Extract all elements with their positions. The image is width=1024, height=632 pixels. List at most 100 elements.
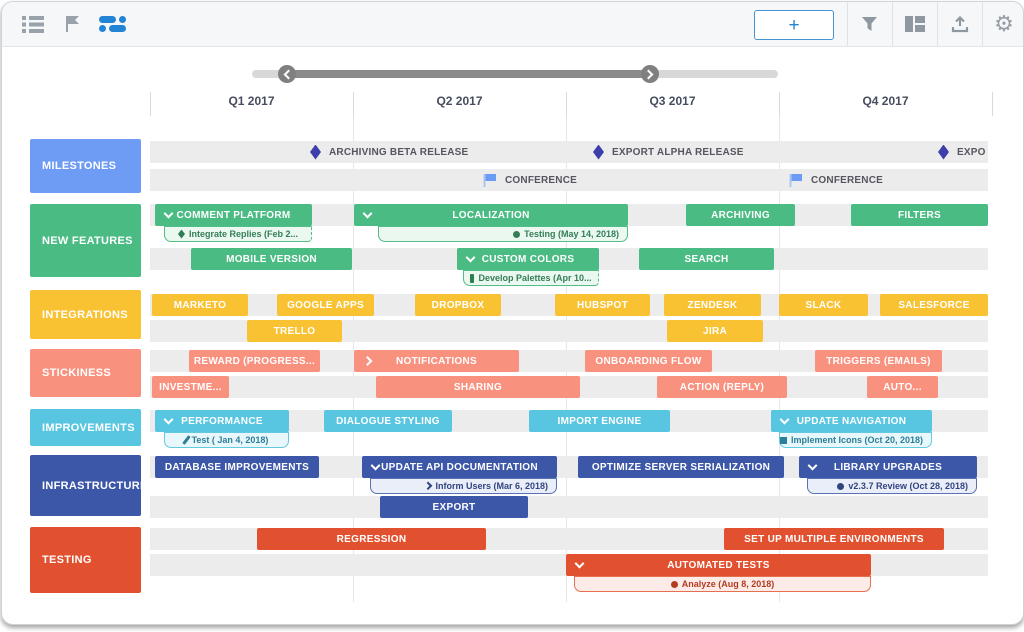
bar-action-reply[interactable]: ACTION (REPLY) <box>657 376 787 398</box>
milestone-label: EXPORT ALPHA RELEASE <box>612 146 744 158</box>
flags-view-icon[interactable] <box>58 2 88 46</box>
columns-icon <box>905 16 925 32</box>
bar-update-api-documentation[interactable]: UPDATE API DOCUMENTATION <box>362 456 557 478</box>
quarter-tick <box>566 92 567 116</box>
bar-slack[interactable]: SLACK <box>779 294 868 316</box>
bar-label: MOBILE VERSION <box>226 253 317 265</box>
bar-label: ARCHIVING <box>711 209 770 221</box>
chevron-down-icon <box>163 208 174 219</box>
bar-label: TRIGGERS (EMAILS) <box>826 355 931 367</box>
export-button[interactable] <box>942 2 978 46</box>
lane-milestones[interactable]: MILESTONES <box>30 139 141 193</box>
subbar-develop-palettes[interactable]: Develop Palettes (Apr 10... <box>463 270 599 286</box>
timeline-slider-range[interactable] <box>287 70 650 78</box>
event-conference-2[interactable]: CONFERENCE <box>788 169 883 191</box>
lane-label-text: IMPROVEMENTS <box>42 421 135 434</box>
subbar-testing[interactable]: Testing (May 14, 2018) <box>378 226 628 242</box>
bar-mobile-version[interactable]: MOBILE VERSION <box>191 248 352 270</box>
bar-export[interactable]: EXPORT <box>380 496 528 518</box>
bar-label: NOTIFICATIONS <box>396 355 477 367</box>
bar-database-improvements[interactable]: DATABASE IMPROVEMENTS <box>155 456 319 478</box>
bar-comment-platform[interactable]: COMMENT PLATFORM <box>155 204 312 226</box>
bar-label: LOCALIZATION <box>452 209 530 221</box>
bar-label: FILTERS <box>897 209 942 221</box>
lane-new-features[interactable]: NEW FEATURES <box>30 204 141 277</box>
chevron-down-icon <box>465 252 476 263</box>
bar-jira[interactable]: JIRA <box>667 320 763 342</box>
bar-investme[interactable]: INVESTME... <box>152 376 229 398</box>
milestone-export-cut[interactable]: EXPO <box>938 141 986 163</box>
bar-label: PERFORMANCE <box>181 415 263 427</box>
toolbar-divider <box>847 2 848 46</box>
quarter-label: Q4 2017 <box>862 94 909 108</box>
lane-improvements[interactable]: IMPROVEMENTS <box>30 409 141 446</box>
bar-custom-colors[interactable]: CUSTOM COLORS <box>457 248 599 270</box>
quarter-label: Q3 2017 <box>649 94 696 108</box>
subbar-analyze[interactable]: Analyze (Aug 8, 2018) <box>574 576 871 592</box>
lane-infrastructure[interactable]: INFRASTRUCTURE <box>30 455 147 516</box>
subbar-label: Implement Icons (Oct 20, 2018) <box>790 435 923 445</box>
slider-handle-left[interactable] <box>278 65 296 83</box>
bar-zendesk[interactable]: ZENDESK <box>664 294 761 316</box>
bar-triggers-emails[interactable]: TRIGGERS (EMAILS) <box>815 350 942 372</box>
bar-hubspot[interactable]: HUBSPOT <box>555 294 650 316</box>
layout-button[interactable] <box>897 2 933 46</box>
bar-label: DIALOGUE STYLING <box>336 415 440 427</box>
bar-regression[interactable]: REGRESSION <box>257 528 486 550</box>
chevron-right-icon <box>643 69 654 79</box>
bar-dialogue-styling[interactable]: DIALOGUE STYLING <box>324 410 452 432</box>
swimlane-view-icon[interactable] <box>96 2 128 46</box>
diamond-icon <box>177 229 185 239</box>
bar-salesforce[interactable]: SALESFORCE <box>880 294 988 316</box>
bar-marketo[interactable]: MARKETO <box>152 294 248 316</box>
bar-performance[interactable]: PERFORMANCE <box>155 410 289 432</box>
subbar-integrate-replies[interactable]: Integrate Replies (Feb 2... <box>164 226 312 242</box>
bar-automated-tests[interactable]: AUTOMATED TESTS <box>566 554 871 576</box>
bar-update-navigation[interactable]: UPDATE NAVIGATION <box>771 410 932 432</box>
subbar-label: Inform Users (Mar 6, 2018) <box>435 481 548 491</box>
list-view-icon[interactable] <box>18 2 48 46</box>
lane-testing[interactable]: TESTING <box>30 527 141 593</box>
milestone-archiving-beta[interactable]: ARCHIVING BETA RELEASE <box>310 141 468 163</box>
subbar-review[interactable]: v2.3.7 Review (Oct 28, 2018) <box>807 478 977 494</box>
bar-set-up-multiple-environments[interactable]: SET UP MULTIPLE ENVIRONMENTS <box>724 528 944 550</box>
bar-archiving[interactable]: ARCHIVING <box>686 204 795 226</box>
bar-auto[interactable]: AUTO... <box>867 376 938 398</box>
subbar-label: Integrate Replies (Feb 2... <box>188 229 299 239</box>
subbar-inform-users[interactable]: Inform Users (Mar 6, 2018) <box>370 478 557 494</box>
quarter-label: Q2 2017 <box>436 94 483 108</box>
bar-dropbox[interactable]: DROPBOX <box>415 294 501 316</box>
bar-label: LIBRARY UPGRADES <box>833 461 943 473</box>
lane-label-text: INTEGRATIONS <box>42 308 128 321</box>
settings-button[interactable]: ⚙ <box>986 2 1022 46</box>
subbar-implement-icons[interactable]: Implement Icons (Oct 20, 2018) <box>779 432 932 448</box>
bar-reward[interactable]: REWARD (PROGRESS... <box>189 350 320 372</box>
list-icon <box>22 15 44 33</box>
bar-notifications[interactable]: NOTIFICATIONS <box>354 350 519 372</box>
bar-trello[interactable]: TRELLO <box>247 320 342 342</box>
bar-filters[interactable]: FILTERS <box>851 204 988 226</box>
bar-sharing[interactable]: SHARING <box>376 376 580 398</box>
event-conference-1[interactable]: CONFERENCE <box>482 169 577 191</box>
bar-label: COMMENT PLATFORM <box>176 209 291 221</box>
bar-import-engine[interactable]: IMPORT ENGINE <box>529 410 670 432</box>
add-item-button[interactable]: + <box>754 10 834 40</box>
chevron-left-icon <box>283 69 294 79</box>
pencil-icon <box>181 435 191 445</box>
subbar-test[interactable]: Test ( Jan 4, 2018) <box>164 432 289 448</box>
slider-handle-right[interactable] <box>641 65 659 83</box>
bar-label: CUSTOM COLORS <box>481 253 575 265</box>
bar-optimize-server-serialization[interactable]: OPTIMIZE SERVER SERIALIZATION <box>578 456 784 478</box>
bar-library-upgrades[interactable]: LIBRARY UPGRADES <box>799 456 977 478</box>
toolbar-divider <box>937 2 938 46</box>
milestone-export-alpha[interactable]: EXPORT ALPHA RELEASE <box>593 141 744 163</box>
lane-integrations[interactable]: INTEGRATIONS <box>30 290 141 339</box>
lane-stickiness[interactable]: STICKINESS <box>30 349 141 397</box>
bar-label: AUTO... <box>883 381 922 393</box>
bar-onboarding-flow[interactable]: ONBOARDING FLOW <box>585 350 712 372</box>
bar-search[interactable]: SEARCH <box>639 248 774 270</box>
bar-localization[interactable]: LOCALIZATION <box>354 204 628 226</box>
filter-button[interactable] <box>852 2 888 46</box>
plus-icon: + <box>788 14 800 36</box>
bar-google-apps[interactable]: GOOGLE APPS <box>277 294 374 316</box>
